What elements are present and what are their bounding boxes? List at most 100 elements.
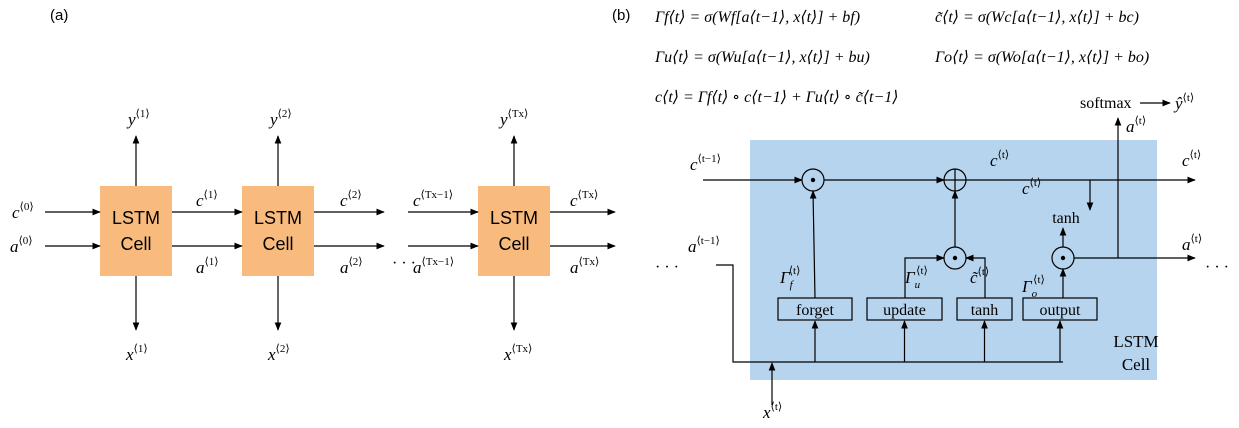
cell-background xyxy=(750,140,1157,380)
hadamard-dot xyxy=(810,177,816,183)
label-base: a xyxy=(1126,117,1135,136)
label-sup: ⟨2⟩ xyxy=(349,256,363,268)
math-label: a⟨t⟩ xyxy=(1126,115,1146,136)
math-label: a⟨Tx−1⟩ xyxy=(413,256,454,277)
math-label: c⟨0⟩ xyxy=(12,201,34,222)
label-sup: ⟨0⟩ xyxy=(20,201,34,213)
math-label: c⟨Tx⟩ xyxy=(570,189,598,210)
ellipsis: · · · xyxy=(1205,259,1229,276)
panel-label: (b) xyxy=(612,7,630,24)
equation: c̃⟨t⟩ = σ(Wc[a⟨t−1⟩, x⟨t⟩] + bc) xyxy=(935,9,1139,26)
label-base: x xyxy=(503,345,512,364)
label-sup: ⟨1⟩ xyxy=(134,343,148,355)
label-base: c xyxy=(570,191,578,210)
label-sup: ⟨Tx⟩ xyxy=(512,343,533,355)
math-label: ŷ⟨t⟩ xyxy=(1173,92,1194,113)
math-label: c⟨t⟩ xyxy=(1022,177,1041,198)
math-label: Γo ⟨t⟩ xyxy=(1021,274,1045,300)
label-sup: ⟨Tx−1⟩ xyxy=(422,256,455,268)
math-label: c⟨t⟩ xyxy=(1182,149,1201,170)
label-sup: ⟨t⟩ xyxy=(1030,177,1042,189)
cell-text: Cell xyxy=(1122,355,1151,374)
label-base: c xyxy=(196,191,204,210)
math-label: y⟨Tx⟩ xyxy=(498,108,528,129)
label-base: y xyxy=(498,110,508,129)
cell-text: LSTM xyxy=(490,208,538,228)
ellipsis: · · · xyxy=(392,255,416,272)
math-label: a⟨t−1⟩ xyxy=(688,235,720,256)
label-sup: ⟨t⟩ xyxy=(771,401,783,413)
ellipsis: · · · xyxy=(655,259,679,276)
math-label: a⟨0⟩ xyxy=(10,235,33,256)
label-base: a xyxy=(10,237,19,256)
label-base: c xyxy=(1022,179,1030,198)
gate-label: update xyxy=(883,302,926,319)
panel-label: (a) xyxy=(50,7,68,24)
label-sup: ⟨Tx⟩ xyxy=(508,108,529,120)
gate-label: output xyxy=(1040,302,1081,319)
label-sup: ⟨t⟩ xyxy=(916,265,928,277)
label-sup: ⟨2⟩ xyxy=(348,189,362,201)
math-label: x⟨2⟩ xyxy=(267,343,290,364)
math-label: y⟨2⟩ xyxy=(268,108,292,129)
label-sup: ⟨t⟩ xyxy=(1183,92,1195,104)
label-sup: ⟨1⟩ xyxy=(136,108,150,120)
math-label: c̃⟨t⟩ xyxy=(970,266,989,287)
label-base: a xyxy=(196,258,205,277)
math-label: Γu ⟨t⟩ xyxy=(904,265,928,291)
math-label: a⟨t⟩ xyxy=(1182,233,1202,254)
gate-label: forget xyxy=(796,302,834,319)
label-base: a xyxy=(340,258,349,277)
label-base: a xyxy=(688,237,697,256)
math-label: y⟨1⟩ xyxy=(126,108,150,129)
label-sup: ⟨t⟩ xyxy=(1191,233,1203,245)
label-sup: ⟨t⟩ xyxy=(1135,115,1147,127)
label-base: a xyxy=(570,258,579,277)
cell-text: LSTM xyxy=(254,208,302,228)
math-label: a⟨1⟩ xyxy=(196,256,219,277)
math-label: x⟨t⟩ xyxy=(762,401,782,422)
lstm-cell xyxy=(242,186,314,276)
math-label: x⟨Tx⟩ xyxy=(503,343,532,364)
label-base: y xyxy=(126,110,136,129)
lstm-cell xyxy=(478,186,550,276)
cell-text: LSTM xyxy=(1113,332,1158,351)
label-sup: ⟨t−1⟩ xyxy=(698,153,721,165)
label-sup: ⟨t⟩ xyxy=(1033,274,1045,286)
math-label: c⟨t−1⟩ xyxy=(690,153,721,174)
equation: Γf⟨t⟩ = σ(Wf[a⟨t−1⟩, x⟨t⟩] + bf) xyxy=(654,9,860,26)
equation: Γo⟨t⟩ = σ(Wo[a⟨t−1⟩, x⟨t⟩] + bo) xyxy=(934,49,1149,66)
label-base: c xyxy=(1182,151,1190,170)
label-base: c xyxy=(690,155,698,174)
label-base: x xyxy=(267,345,276,364)
label-sup: ⟨Tx⟩ xyxy=(579,256,600,268)
label-sup: ⟨t⟩ xyxy=(789,265,801,277)
label-sup: ⟨Tx⟩ xyxy=(578,189,599,201)
label-sup: ⟨t⟩ xyxy=(998,149,1010,161)
label-sup: ⟨t−1⟩ xyxy=(697,235,720,247)
label-base: ŷ xyxy=(1173,94,1183,113)
label-base: a xyxy=(1182,235,1191,254)
cell-text: Cell xyxy=(120,234,151,254)
math-label: c⟨1⟩ xyxy=(196,189,218,210)
equation: Γu⟨t⟩ = σ(Wu[a⟨t−1⟩, x⟨t⟩] + bu) xyxy=(654,49,870,66)
label-sup: ⟨0⟩ xyxy=(19,235,33,247)
label-base: c xyxy=(413,191,421,210)
gate-box xyxy=(1022,297,1098,321)
gate-label: tanh xyxy=(971,302,999,319)
arrow xyxy=(904,254,945,298)
label-base: c xyxy=(990,151,998,170)
label-base: y xyxy=(268,110,278,129)
softmax-label: softmax xyxy=(1080,95,1132,112)
math-label: a⟨Tx⟩ xyxy=(570,256,599,277)
label-base: x xyxy=(125,345,134,364)
math-label: c⟨t⟩ xyxy=(990,149,1009,170)
label-sup: ⟨Tx−1⟩ xyxy=(421,189,454,201)
arrow xyxy=(809,190,817,299)
label-sup: ⟨t⟩ xyxy=(978,266,990,278)
label-sub: u xyxy=(915,279,921,291)
lstm-cell xyxy=(100,186,172,276)
connector xyxy=(716,264,1063,363)
label-sup: ⟨2⟩ xyxy=(278,108,292,120)
